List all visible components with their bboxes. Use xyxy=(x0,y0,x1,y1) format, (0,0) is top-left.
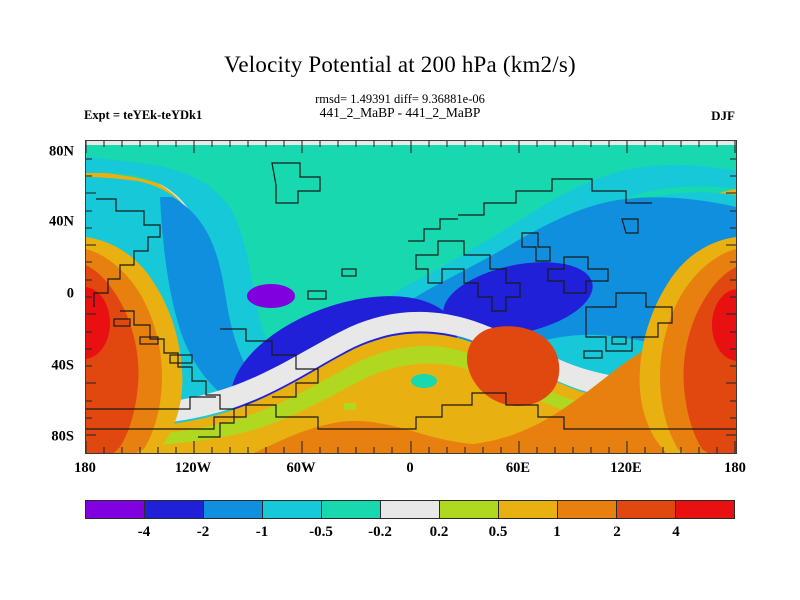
y-tick-label-40N: 40N xyxy=(49,213,74,230)
colorbar xyxy=(85,500,735,519)
y-ticks-left xyxy=(86,158,96,436)
case-comparison-label: 441_2_MaBP - 441_2_MaBP xyxy=(319,105,481,120)
x-ticks-bottom xyxy=(86,441,736,453)
experiment-label: Expt = teYEk-teYDk1 xyxy=(84,108,203,122)
colorbar-band-1 xyxy=(144,501,203,518)
x-tick-label-180e: 180 xyxy=(724,460,746,476)
x-tick-label-120W: 120W xyxy=(174,460,212,476)
x-tick-label-0: 0 xyxy=(406,460,414,476)
colorbar-band-8 xyxy=(557,501,616,518)
colorbar-tick-label-0: -4 xyxy=(137,524,151,540)
colorbar-tick-label-4: -0.2 xyxy=(368,524,392,540)
colorbar-band-7 xyxy=(498,501,557,518)
colorbar-tick-label-5: 0.2 xyxy=(429,524,449,540)
colorbar-tick-label-6: 0.5 xyxy=(488,524,508,540)
y-tick-label-40S: 40S xyxy=(51,357,74,374)
coastline-overlay xyxy=(86,162,736,438)
x-tick-label-120E: 120E xyxy=(610,460,642,476)
axis-tick-marks xyxy=(86,141,736,453)
colorbar-band-6 xyxy=(439,501,498,518)
y-tick-label-80N: 80N xyxy=(49,143,74,160)
season-label: DJF xyxy=(711,108,735,123)
filled-contour-bands xyxy=(86,141,736,453)
colorbar-band-9 xyxy=(616,501,675,518)
y-tick-label-0: 0 xyxy=(66,285,74,302)
y-ticks-right xyxy=(726,158,736,436)
colorbar-tick-label-9: 4 xyxy=(672,524,680,540)
colorbar-tick-label-8: 2 xyxy=(613,524,621,540)
x-tick-label-60W: 60W xyxy=(286,460,316,476)
colorbar-band-10 xyxy=(675,501,734,518)
colorbar-band-5 xyxy=(380,501,439,518)
colorbar-tick-label-3: -0.5 xyxy=(309,524,333,540)
x-tick-label-60E: 60E xyxy=(505,460,531,476)
rmsd-diff-stat-line: rmsd= 1.49391 diff= 9.36881e-06 xyxy=(315,92,485,106)
colorbar-band-2 xyxy=(203,501,262,518)
colorbar-tick-label-2: -1 xyxy=(255,524,269,540)
x-tick-label-180w: 180 xyxy=(74,460,96,476)
colorbar-band-0 xyxy=(86,501,144,518)
page-title: Velocity Potential at 200 hPa (km2/s) xyxy=(224,52,576,77)
colorbar-band-3 xyxy=(262,501,321,518)
x-ticks-top xyxy=(86,141,736,153)
y-tick-label-80S: 80S xyxy=(51,428,74,445)
colorbar-tick-label-7: 1 xyxy=(553,524,561,540)
contour-field xyxy=(86,141,736,453)
contour-map-plot xyxy=(85,140,737,454)
colorbar-band-4 xyxy=(321,501,380,518)
colorbar-tick-label-1: -2 xyxy=(196,524,210,540)
